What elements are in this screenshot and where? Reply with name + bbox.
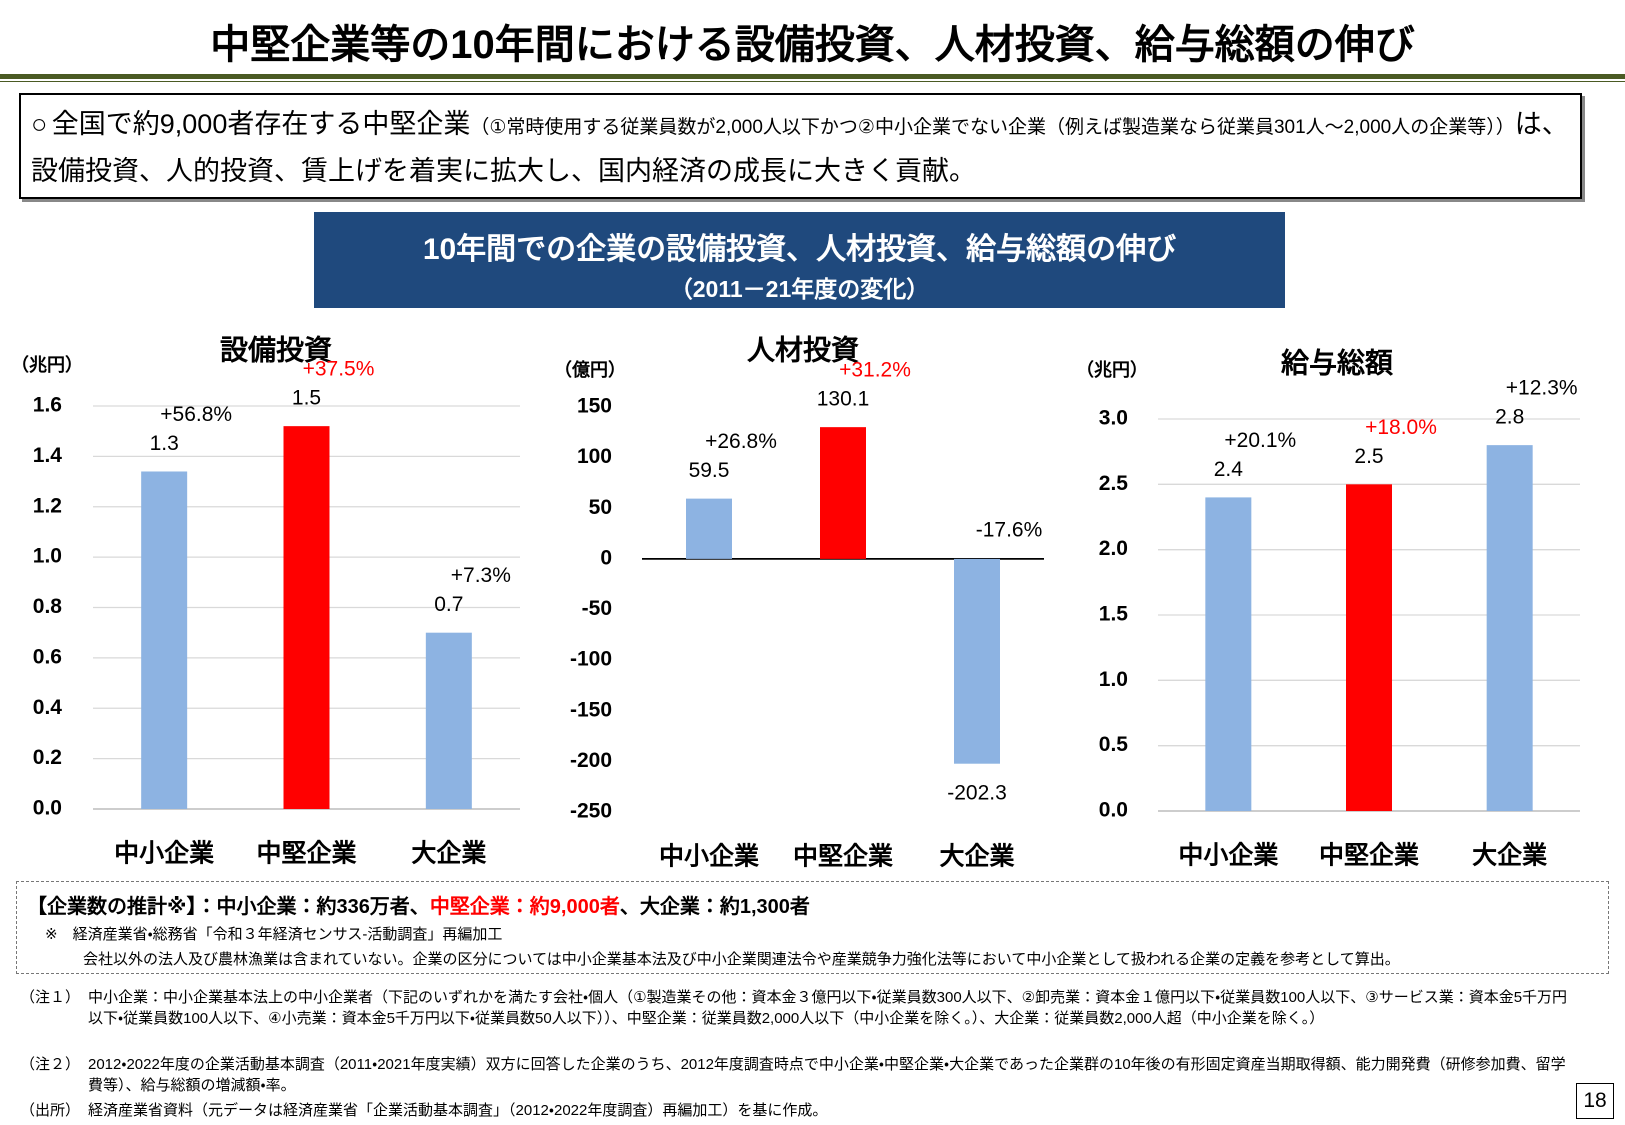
value-label: 2.8	[1495, 406, 1524, 429]
intro-note: （①常時使用する従業員数が2,000人以下かつ②中小企業でない企業（例えば製造業…	[470, 117, 1515, 138]
y-tick-label: 0.2	[33, 746, 62, 769]
bar	[1486, 445, 1533, 811]
x-tick-label: 大企業	[411, 840, 486, 868]
intro-bullet: ○	[31, 109, 48, 139]
note-label: （注１）	[20, 989, 81, 1006]
bar	[425, 632, 472, 809]
y-tick-label: 0.8	[33, 595, 63, 618]
y-tick-label: -150	[570, 698, 612, 721]
y-tick-label: 2.5	[1099, 472, 1129, 495]
growth-label: -17.6%	[976, 518, 1043, 541]
y-tick-label: 50	[589, 496, 612, 519]
growth-label: +26.8%	[705, 430, 777, 453]
value-label: 59.5	[689, 459, 730, 482]
intro-lead: 全国で約9,000者存在する中堅企業	[51, 109, 471, 139]
value-label: 130.1	[817, 388, 870, 411]
chart-title: 人材投資	[746, 334, 859, 365]
x-tick-label: 中小企業	[114, 840, 214, 868]
x-tick-label: 大企業	[939, 843, 1014, 871]
y-tick-label: 1.6	[33, 394, 62, 417]
y-tick-label: -200	[570, 749, 612, 772]
title-rule	[0, 74, 1625, 79]
charts: 設備投資 （兆円） 0.0 0.2 0.4 0.6 0.8 1.0 1.2 1.4 1.6 1.3 +5…	[11, 334, 1580, 871]
summary-source: ※ 経済産業省・総務省「令和３年経済センサス-活動調査」再編加工	[45, 926, 503, 943]
y-tick-label: 150	[577, 395, 612, 418]
summary-part: 、大企業：約1,300者	[619, 896, 810, 918]
y-tick-label: 0.5	[1099, 733, 1129, 756]
summary-line: 【企業数の推計※】：中小企業：約336万者、中堅企業：約9,000者、大企業：約…	[27, 890, 1598, 919]
bar	[1346, 484, 1392, 811]
note-label: （出所）	[20, 1102, 81, 1119]
y-axis-unit: （兆円）	[1076, 360, 1148, 380]
y-tick-label: 0.0	[33, 797, 62, 820]
summary-remark: 会社以外の法人及び農林漁業は含まれていない。企業の区分については中小企業基本法及…	[83, 951, 1400, 968]
note-text: 経済産業省資料（元データは経済産業省「企業活動基本調査」（2012・2022年度…	[88, 1102, 828, 1119]
value-label: 2.4	[1214, 458, 1244, 481]
growth-label: +18.0%	[1365, 416, 1437, 439]
slide-title: 中堅企業等の10年間における設備投資、人材投資、給与総額の伸び	[210, 23, 1415, 67]
y-tick-label: 1.5	[1099, 603, 1129, 626]
y-tick-label: 1.0	[33, 545, 62, 568]
x-tick-label: 中小企業	[659, 843, 759, 871]
x-tick-label: 大企業	[1472, 842, 1547, 870]
y-tick-label: 0	[600, 546, 612, 569]
value-label: 0.7	[434, 593, 463, 616]
y-tick-label: 2.0	[1099, 537, 1128, 560]
y-tick-label: -50	[582, 597, 612, 620]
bar	[686, 498, 732, 559]
x-tick-label: 中堅企業	[793, 843, 893, 871]
y-axis-unit: （億円）	[554, 359, 626, 380]
chart-title: 給与総額	[1280, 346, 1394, 378]
banner: 10年間での企業の設備投資、人材投資、給与総額の伸び （2011－21年度の変化…	[314, 212, 1285, 308]
growth-label: +12.3%	[1506, 377, 1578, 400]
y-tick-label: 0.0	[1099, 799, 1128, 822]
y-axis-unit: （兆円）	[11, 355, 83, 375]
summary-box: 【企業数の推計※】：中小企業：約336万者、中堅企業：約9,000者、大企業：約…	[16, 881, 1609, 974]
banner-subtitle: （2011－21年度の変化）	[669, 276, 930, 302]
value-label: 2.5	[1354, 445, 1383, 468]
growth-label: +37.5%	[303, 358, 375, 381]
value-label: 1.5	[292, 387, 321, 410]
y-tick-label: 100	[577, 445, 612, 468]
title-rule-thin	[0, 81, 1625, 82]
intro-tail: は、設備投資、人的投資、賃上げを着実に拡大し、国内経済の成長に大きく貢献。	[31, 109, 1569, 186]
value-label: 1.3	[150, 432, 179, 455]
growth-label: +20.1%	[1224, 429, 1296, 452]
summary-part: 【企業数の推計※】：中小企業：約336万者、	[27, 896, 430, 918]
bar	[820, 427, 866, 559]
value-label: -202.3	[947, 781, 1007, 804]
y-tick-label: 1.2	[33, 494, 62, 517]
note-text: 中小企業：中小企業基本法上の中小企業者（下記のいずれかを満たす会社・個人（①製造…	[88, 989, 1568, 1027]
note: （注１） 中小企業：中小企業基本法上の中小企業者（下記のいずれかを満たす会社・個人…	[20, 988, 1580, 1029]
y-tick-label: -100	[570, 648, 612, 671]
bar	[954, 558, 1000, 764]
note: （出所） 経済産業省資料（元データは経済産業省「企業活動基本調査」（2012・20…	[20, 1101, 1580, 1122]
page-number: 18	[1576, 1083, 1614, 1119]
growth-label: +31.2%	[839, 359, 911, 382]
x-tick-label: 中小企業	[1178, 842, 1278, 870]
bar	[283, 426, 330, 809]
growth-label: +7.3%	[451, 564, 511, 587]
bar	[141, 471, 188, 809]
y-tick-label: -250	[570, 800, 612, 823]
note: （注２） 2012・2022年度の企業活動基本調査（2011・2021年度実績）双…	[20, 1055, 1580, 1096]
banner-title: 10年間での企業の設備投資、人材投資、給与総額の伸び	[422, 233, 1177, 266]
y-tick-label: 1.0	[1099, 668, 1128, 691]
y-tick-label: 0.4	[33, 696, 63, 719]
y-tick-label: 3.0	[1099, 407, 1128, 430]
bar	[1205, 497, 1252, 811]
x-tick-label: 中堅企業	[1319, 842, 1419, 870]
y-tick-label: 0.6	[33, 645, 62, 668]
growth-label: +56.8%	[160, 403, 232, 426]
y-tick-label: 1.4	[33, 444, 63, 467]
summary-highlight: 中堅企業：約9,000者	[429, 896, 620, 918]
note-text: 2012・2022年度の企業活動基本調査（2011・2021年度実績）双方に回答…	[88, 1056, 1566, 1094]
note-label: （注２）	[20, 1056, 81, 1073]
intro-box: ○ 全国で約9,000者存在する中堅企業（①常時使用する従業員数が2,000人以…	[19, 93, 1582, 199]
x-tick-label: 中堅企業	[256, 840, 356, 868]
chart-title: 設備投資	[220, 334, 332, 365]
